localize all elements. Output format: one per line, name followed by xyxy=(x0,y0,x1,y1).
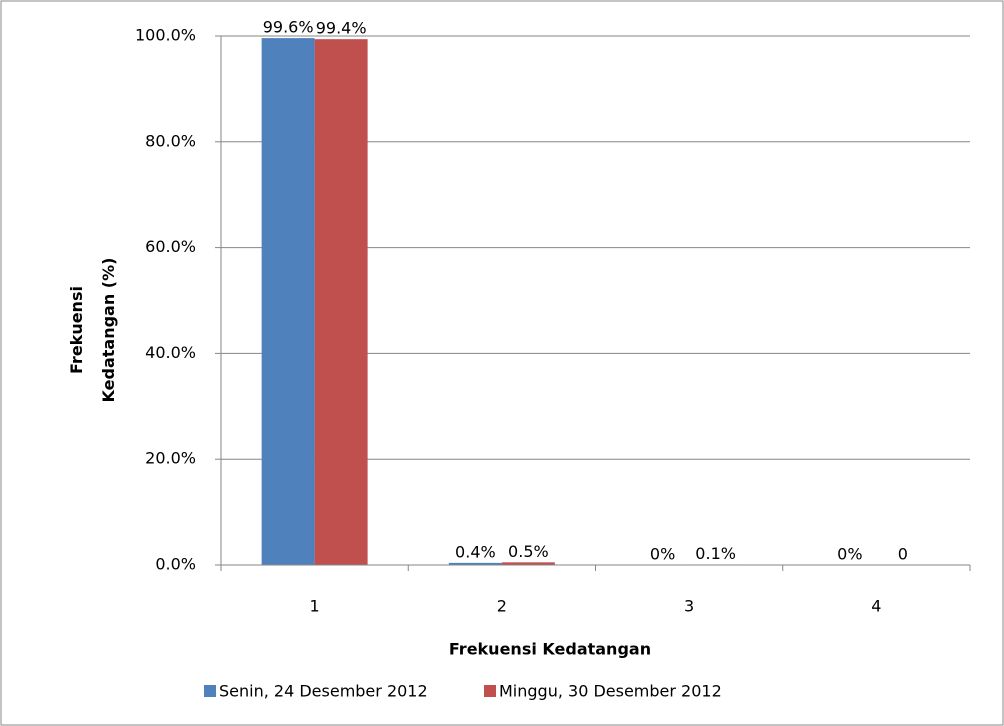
data-label: 0% xyxy=(650,545,675,564)
x-axis-title: Frekuensi Kedatangan xyxy=(449,640,651,659)
x-tick-label: 1 xyxy=(310,597,320,616)
legend-swatch xyxy=(484,685,496,697)
data-label: 0.5% xyxy=(508,542,549,561)
y-tick-label: 20.0% xyxy=(145,449,196,468)
legend-label: Senin, 24 Desember 2012 xyxy=(219,682,428,701)
y-tick-label: 40.0% xyxy=(145,343,196,362)
legend-label: Minggu, 30 Desember 2012 xyxy=(499,682,722,701)
bar xyxy=(501,562,555,565)
bar xyxy=(448,562,502,565)
bar xyxy=(261,38,315,565)
data-label: 99.4% xyxy=(316,19,367,38)
y-axis-title: Frekuensi Kedatangan (%) xyxy=(67,258,118,403)
legend-swatch xyxy=(204,685,216,697)
data-label: 99.6% xyxy=(263,18,314,37)
x-tick-label: 2 xyxy=(497,597,507,616)
x-tick-label: 3 xyxy=(684,597,694,616)
y-tick-label: 100.0% xyxy=(135,26,196,45)
data-label: 0% xyxy=(837,545,862,564)
y-tick-label: 0.0% xyxy=(155,555,196,574)
x-tick-label: 4 xyxy=(871,597,881,616)
y-tick-label: 80.0% xyxy=(145,131,196,150)
data-label: 0 xyxy=(898,545,908,564)
data-label: 0.1% xyxy=(695,544,736,563)
y-tick-label: 60.0% xyxy=(145,237,196,256)
data-label: 0.4% xyxy=(455,542,496,561)
bar xyxy=(314,39,368,565)
